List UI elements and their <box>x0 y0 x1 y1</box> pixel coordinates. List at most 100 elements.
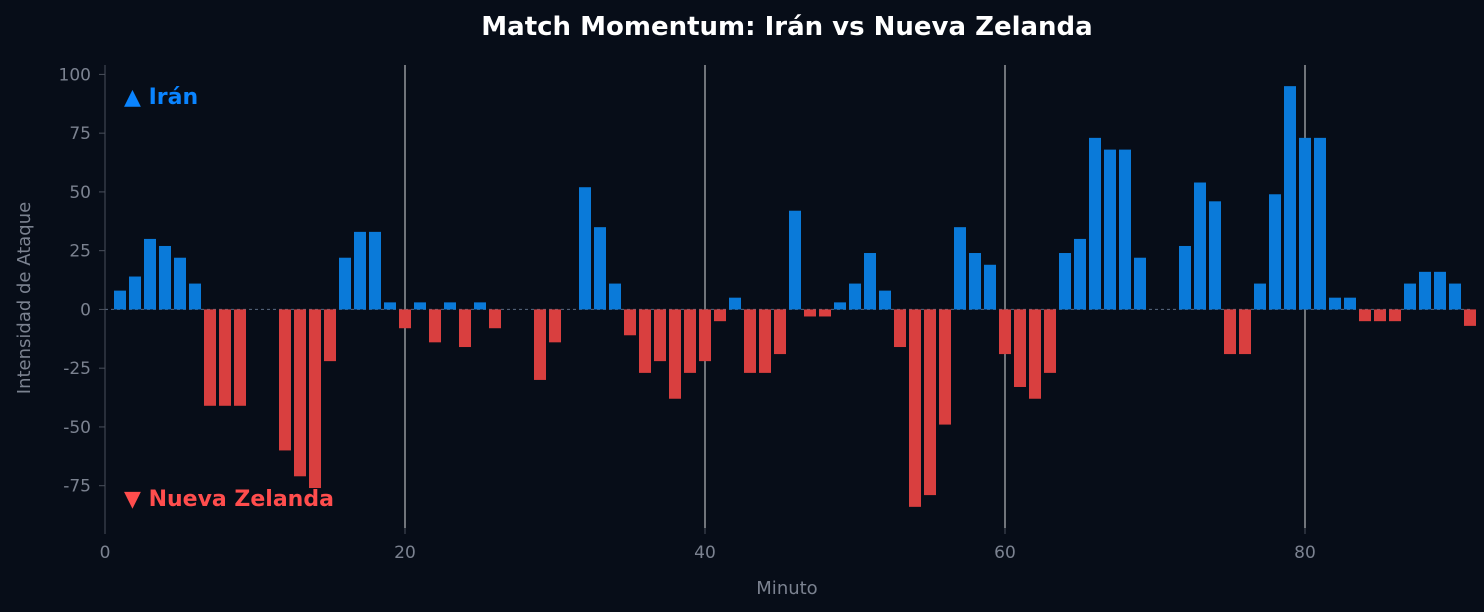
bar <box>1194 182 1206 310</box>
bar <box>129 276 141 310</box>
y-tick-label: 0 <box>80 300 91 320</box>
bar <box>744 309 756 373</box>
bar <box>1314 137 1326 310</box>
bar <box>1404 283 1416 310</box>
y-tick-label: -25 <box>63 359 91 379</box>
bar <box>834 302 846 310</box>
bar <box>444 302 456 310</box>
bar <box>639 309 651 373</box>
bar <box>1224 309 1236 355</box>
bar <box>384 302 396 310</box>
bar <box>819 309 831 317</box>
legend-iran: ▲ Irán <box>124 85 198 110</box>
bar <box>1179 245 1191 310</box>
bar <box>1359 309 1371 322</box>
bar <box>759 309 771 373</box>
bar <box>174 257 186 310</box>
bar <box>894 309 906 348</box>
y-tick-label: 100 <box>59 65 91 85</box>
bar <box>729 297 741 310</box>
y-tick-label: 75 <box>69 124 91 144</box>
bar <box>624 309 636 336</box>
bar <box>1239 309 1251 355</box>
axes-group: -75 -50 -25 0 25 50 75 100 0 20 40 60 80 <box>59 65 1316 563</box>
chart-title: Match Momentum: Irán vs Nueva Zelanda <box>481 12 1092 42</box>
bar <box>909 309 921 507</box>
bar <box>999 309 1011 355</box>
bar <box>1299 137 1311 310</box>
bar <box>1089 137 1101 310</box>
bar <box>354 231 366 310</box>
bar <box>489 309 501 329</box>
bar <box>714 309 726 322</box>
legend-nueva-zelanda: ▼ Nueva Zelanda <box>124 487 334 512</box>
bar <box>849 283 861 310</box>
bar <box>219 309 231 406</box>
bar <box>279 309 291 451</box>
bar <box>804 309 816 317</box>
bar <box>459 309 471 348</box>
bar <box>1269 194 1281 310</box>
x-tick-label: 0 <box>100 543 111 563</box>
bar <box>549 309 561 343</box>
bar <box>189 283 201 310</box>
bar <box>1044 309 1056 373</box>
y-tick-label: -75 <box>63 477 91 497</box>
bar <box>774 309 786 355</box>
bar <box>594 227 606 310</box>
x-tick-label: 40 <box>694 543 716 563</box>
x-axis-label: Minuto <box>756 578 817 599</box>
bar <box>1134 257 1146 310</box>
bar <box>654 309 666 362</box>
bar <box>474 302 486 310</box>
bar <box>699 309 711 362</box>
bar <box>414 302 426 310</box>
bar <box>399 309 411 329</box>
bar <box>669 309 681 399</box>
bar <box>1464 309 1476 326</box>
bar <box>1074 238 1086 310</box>
bar <box>1059 253 1071 310</box>
bar <box>1119 149 1131 310</box>
bar <box>534 309 546 380</box>
y-axis-label: Intensidad de Ataque <box>14 202 35 394</box>
bar <box>969 253 981 310</box>
bar <box>984 264 996 310</box>
bar <box>1434 271 1446 310</box>
x-tick-label: 80 <box>1294 543 1316 563</box>
bar <box>159 245 171 310</box>
bar <box>309 309 321 489</box>
bar <box>294 309 306 477</box>
bar <box>879 290 891 310</box>
bar <box>429 309 441 343</box>
bar <box>1254 283 1266 310</box>
bar <box>1419 271 1431 310</box>
bar <box>1209 201 1221 310</box>
bar <box>1329 297 1341 310</box>
bar <box>1389 309 1401 322</box>
x-tick-label: 60 <box>994 543 1016 563</box>
bar <box>684 309 696 373</box>
bar <box>234 309 246 406</box>
bar <box>1449 283 1461 310</box>
bar <box>579 187 591 310</box>
bar <box>1344 297 1356 310</box>
bar <box>114 290 126 310</box>
bar <box>204 309 216 406</box>
bar <box>864 253 876 310</box>
bars-group <box>105 86 1476 507</box>
bar <box>369 231 381 310</box>
x-tick-label: 20 <box>394 543 416 563</box>
bar <box>1029 309 1041 399</box>
y-tick-label: -50 <box>63 418 91 438</box>
bar <box>1104 149 1116 310</box>
bar <box>144 238 156 310</box>
y-tick-label: 25 <box>69 242 91 262</box>
bar <box>789 210 801 310</box>
bar <box>1284 86 1296 310</box>
bar <box>939 309 951 425</box>
bar <box>609 283 621 310</box>
bar <box>924 309 936 496</box>
bar <box>324 309 336 362</box>
